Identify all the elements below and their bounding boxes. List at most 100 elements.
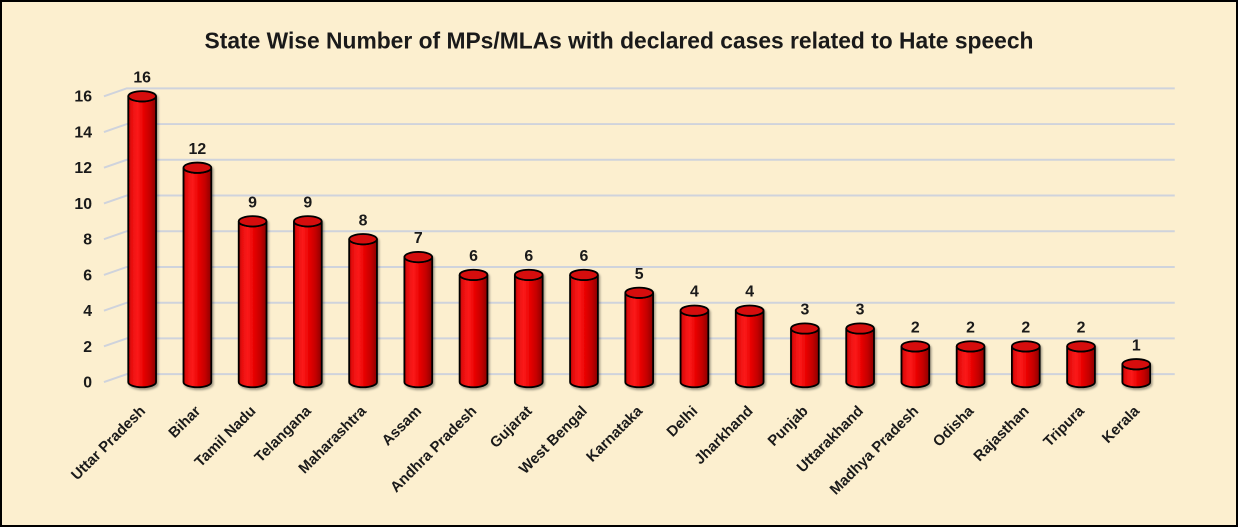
bar-top-face xyxy=(348,233,378,246)
y-axis-tick-label: 16 xyxy=(74,89,92,106)
bar-top-face xyxy=(458,268,489,281)
x-axis-category-label: Punjab xyxy=(765,403,811,449)
bar-top-face xyxy=(237,215,268,228)
bar-west-bengal xyxy=(569,268,599,389)
bar-value-label: 6 xyxy=(580,248,589,265)
gridline xyxy=(103,230,1175,241)
x-axis-category-label: Odisha xyxy=(930,403,977,450)
y-axis-tick-label: 4 xyxy=(83,303,92,320)
x-axis-category-label: Bihar xyxy=(166,403,204,441)
x-axis-category-label: Rajasthan xyxy=(971,403,1033,465)
bar-top-face xyxy=(403,250,434,264)
y-axis-labels: 0 2 4 6 8 10 12 14 16 xyxy=(74,89,92,392)
bar-bihar xyxy=(182,161,213,389)
y-axis-tick-label: 14 xyxy=(74,124,92,141)
bar-value-label: 6 xyxy=(469,248,478,265)
bar-body xyxy=(1066,346,1096,389)
value-labels-layer: 16 12 9 9 8 7 6 6 6 5 4 4 3 3 2 2 2 2 1 xyxy=(133,69,1141,354)
bar-top-face xyxy=(679,304,710,317)
bar-value-label: 4 xyxy=(690,284,699,301)
bar-gujarat xyxy=(513,268,544,389)
gridline xyxy=(103,123,1175,133)
x-axis-category-label: Jharkhand xyxy=(692,403,757,468)
bar-value-label: 4 xyxy=(745,284,754,301)
bar-top-face xyxy=(900,340,931,353)
x-axis-category-label: Karnataka xyxy=(584,403,647,466)
bar-body xyxy=(458,274,489,389)
bar-rajasthan xyxy=(1011,340,1041,389)
gridline xyxy=(103,337,1175,348)
gridline xyxy=(103,301,1175,312)
gridline xyxy=(103,373,1175,384)
bar-value-label: 2 xyxy=(1021,319,1030,336)
x-axis-category-label: Kerala xyxy=(1100,403,1144,447)
bar-body xyxy=(1011,346,1041,389)
y-axis-tick-label: 0 xyxy=(83,375,92,392)
bar-body xyxy=(348,238,378,389)
bar-top-face xyxy=(127,90,157,103)
bar-body xyxy=(127,96,157,389)
bar-kerala xyxy=(1121,358,1152,389)
bar-body xyxy=(569,274,599,389)
bar-tamil-nadu xyxy=(237,215,268,389)
bar-body xyxy=(734,310,765,389)
bar-value-label: 5 xyxy=(635,266,644,283)
bar-value-label: 7 xyxy=(414,230,423,247)
bar-value-label: 3 xyxy=(800,302,809,319)
y-axis-tick-label: 10 xyxy=(74,196,92,213)
bar-value-label: 8 xyxy=(359,212,368,229)
bar-body xyxy=(790,328,820,389)
bar-top-face xyxy=(1066,340,1096,353)
bar-telangana xyxy=(293,215,323,389)
bar-uttar-pradesh xyxy=(127,90,157,389)
gridline xyxy=(103,158,1175,169)
bar-odisha xyxy=(955,340,986,389)
bar-top-face xyxy=(734,304,765,317)
bar-value-label: 9 xyxy=(248,194,257,211)
bar-value-label: 2 xyxy=(911,319,920,336)
bar-assam xyxy=(403,250,434,389)
bar-value-label: 12 xyxy=(189,141,207,158)
bar-top-face xyxy=(845,322,875,335)
gridline xyxy=(103,265,1175,276)
bar-body xyxy=(237,221,268,389)
bar-maharashtra xyxy=(348,233,378,389)
bar-tripura xyxy=(1066,340,1096,389)
bar-top-face xyxy=(569,268,599,281)
bar-punjab xyxy=(790,322,820,389)
bar-top-face xyxy=(955,340,986,353)
gridlines-layer xyxy=(103,87,1175,384)
bar-body xyxy=(182,167,213,389)
bar-value-label: 9 xyxy=(303,194,312,211)
bar-top-face xyxy=(182,161,213,174)
y-axis-tick-label: 2 xyxy=(83,339,92,356)
bar-top-face xyxy=(624,286,654,299)
bar-jharkhand xyxy=(734,304,765,389)
bar-top-face xyxy=(513,268,544,281)
bar-value-label: 3 xyxy=(856,302,865,319)
chart-title: State Wise Number of MPs/MLAs with decla… xyxy=(205,28,1034,54)
bar-value-label: 6 xyxy=(524,248,533,265)
bar-body xyxy=(679,310,710,389)
y-axis-tick-label: 6 xyxy=(83,267,92,284)
bar-madhya-pradesh xyxy=(900,340,931,389)
bar-delhi xyxy=(679,304,710,389)
bar-top-face xyxy=(1121,358,1152,371)
bar-body xyxy=(955,346,986,389)
x-axis-category-label: Uttar Pradesh xyxy=(69,403,149,483)
x-axis-category-label: Gujarat xyxy=(487,403,535,451)
gridline xyxy=(103,87,1175,98)
y-axis-tick-label: 12 xyxy=(74,160,92,177)
bar-karnataka xyxy=(624,286,654,389)
bar-top-face xyxy=(1011,340,1041,353)
bars-layer xyxy=(127,90,1152,389)
bar-body xyxy=(845,328,875,389)
gridline xyxy=(103,194,1175,205)
bar-value-label: 16 xyxy=(133,69,151,86)
bar-value-label: 2 xyxy=(1077,319,1086,336)
bar-top-face xyxy=(790,322,820,335)
bar-value-label: 1 xyxy=(1132,337,1141,354)
